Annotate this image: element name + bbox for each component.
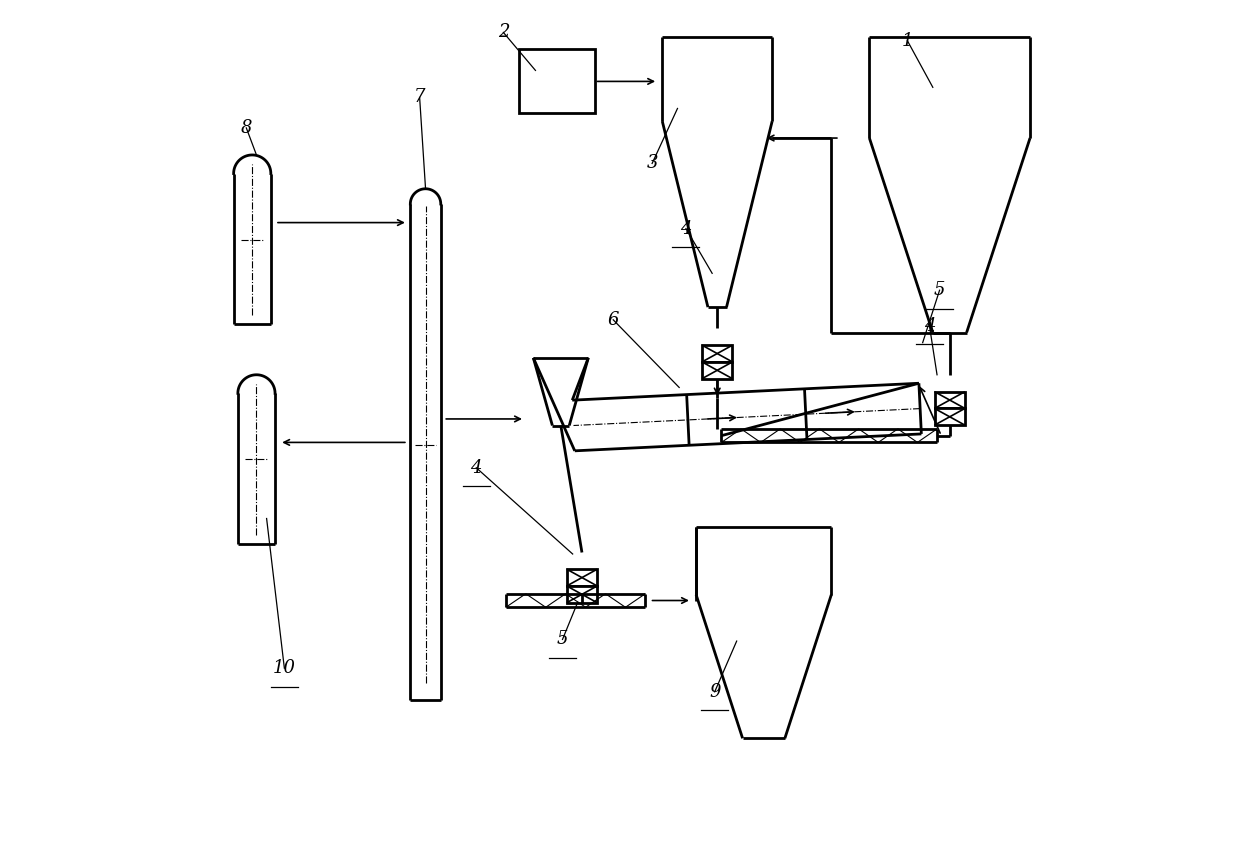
Bar — [567, 569, 598, 586]
Text: 4: 4 — [470, 459, 482, 477]
Text: 8: 8 — [241, 119, 252, 137]
Text: 2: 2 — [497, 23, 510, 42]
Bar — [702, 362, 733, 379]
Text: 9: 9 — [709, 683, 720, 701]
Bar — [567, 586, 598, 603]
Bar — [518, 49, 595, 112]
Text: 4: 4 — [924, 317, 935, 334]
Bar — [702, 346, 733, 362]
Text: 4: 4 — [681, 220, 692, 237]
Text: 1: 1 — [901, 31, 913, 50]
Bar — [935, 391, 965, 408]
Text: 5: 5 — [557, 631, 568, 648]
Text: 5: 5 — [934, 281, 945, 300]
Text: 3: 3 — [646, 154, 658, 173]
Bar — [935, 408, 965, 426]
Text: 7: 7 — [414, 89, 425, 106]
Text: 10: 10 — [273, 660, 296, 677]
Text: 6: 6 — [608, 311, 619, 328]
